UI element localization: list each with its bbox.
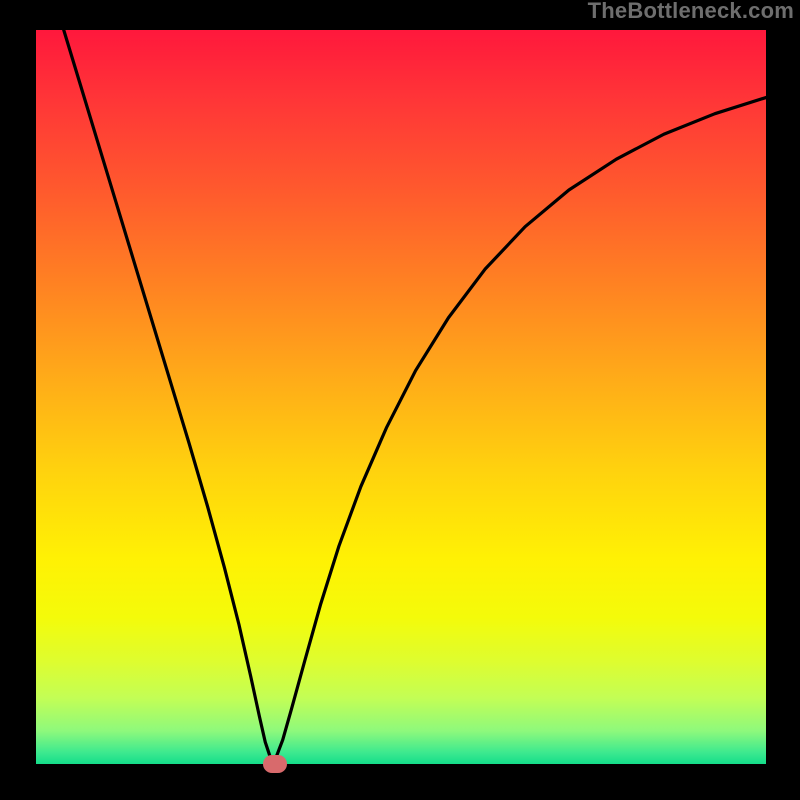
chart-frame: TheBottleneck.com bbox=[0, 0, 800, 800]
watermark-text: TheBottleneck.com bbox=[588, 0, 794, 24]
bottleneck-curve bbox=[36, 30, 766, 764]
plot-area bbox=[36, 30, 766, 764]
bottleneck-marker bbox=[263, 755, 287, 773]
